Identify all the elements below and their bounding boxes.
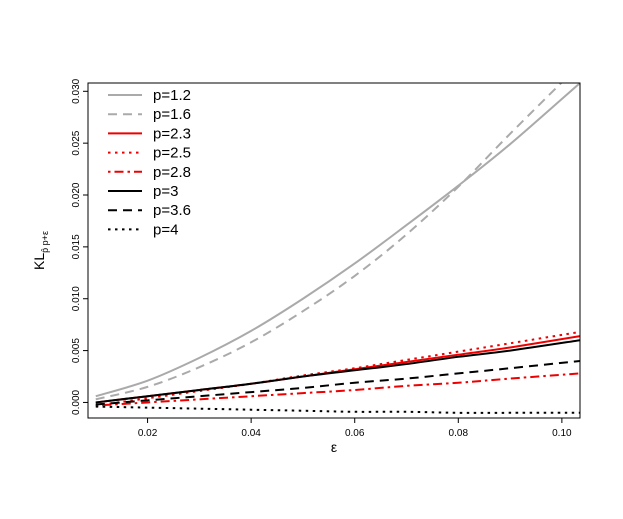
- legend-label-2: p=1.6: [153, 106, 191, 123]
- y-tick-label: 0.005: [71, 338, 82, 363]
- series-line-2: [95, 83, 563, 401]
- x-axis: 0.02 0.04 0.06 0.08 0.10: [138, 418, 572, 439]
- y-tick-label: 0.030: [71, 78, 82, 103]
- series-line-6: [95, 339, 580, 404]
- series-line-8: [95, 405, 580, 414]
- legend-label-6: p=3: [153, 183, 178, 200]
- legend-label-1: p=1.2: [153, 87, 191, 104]
- x-axis-title: ε: [331, 439, 337, 455]
- x-tick-label: 0.02: [138, 428, 158, 439]
- series-layer: [95, 83, 580, 414]
- y-tick-label: 0.020: [71, 182, 82, 207]
- x-tick-label: 0.10: [552, 428, 572, 439]
- legend-label-5: p=2.8: [153, 164, 191, 181]
- x-tick-label: 0.08: [449, 428, 469, 439]
- legend: p=1.2 p=1.6 p=2.3 p=2.5 p=2.8 p=3 p=3.6 p=4: [108, 87, 191, 238]
- x-tick-label: 0.04: [241, 428, 261, 439]
- y-tick-label: 0.025: [71, 130, 82, 155]
- legend-label-4: p=2.5: [153, 145, 191, 162]
- y-axis-title-main: KL: [31, 253, 47, 270]
- y-axis: 0.000 0.005 0.010 0.015 0.020 0.025 0.030: [71, 78, 88, 415]
- legend-label-8: p=4: [153, 221, 178, 238]
- y-axis-title: KLp̂ p+ε: [31, 231, 50, 270]
- y-axis-title-sub: p̂ p+ε: [40, 231, 50, 253]
- plot-frame: [87, 82, 581, 419]
- x-tick-label: 0.06: [345, 428, 365, 439]
- series-line-1: [95, 83, 580, 398]
- y-tick-label: 0.010: [71, 286, 82, 311]
- y-tick-label: 0.015: [71, 234, 82, 259]
- series-line-4: [95, 330, 580, 407]
- series-line-5: [95, 372, 580, 407]
- y-tick-label: 0.000: [71, 389, 82, 414]
- legend-label-7: p=3.6: [153, 202, 191, 219]
- series-line-7: [95, 359, 580, 406]
- legend-label-3: p=2.3: [153, 125, 191, 142]
